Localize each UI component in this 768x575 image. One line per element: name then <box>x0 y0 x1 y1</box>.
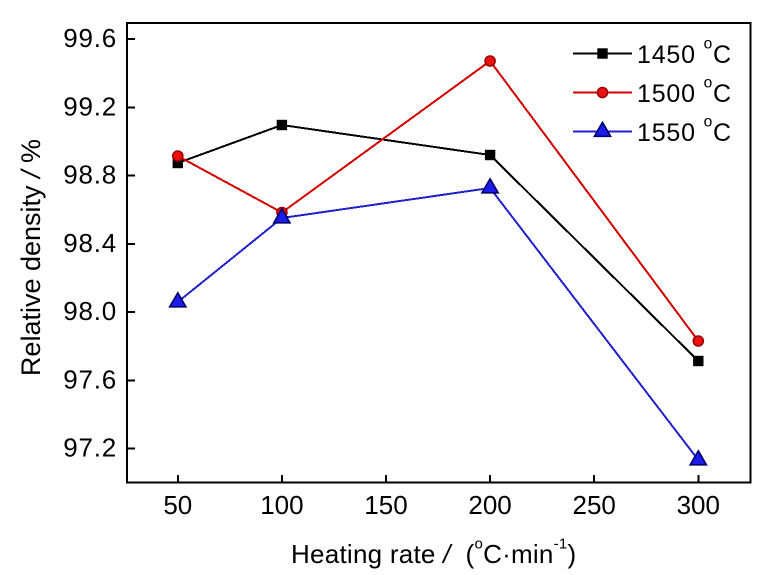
svg-text:200: 200 <box>468 490 511 520</box>
svg-text:150: 150 <box>364 490 407 520</box>
svg-text:1550 oC: 1550 oC <box>637 114 732 147</box>
svg-text:98.0: 98.0 <box>63 296 117 326</box>
svg-text:Relative density / %: Relative density / % <box>16 139 46 376</box>
svg-text:100: 100 <box>260 490 303 520</box>
svg-text:99.2: 99.2 <box>63 91 117 121</box>
svg-text:250: 250 <box>573 490 616 520</box>
svg-text:50: 50 <box>163 490 192 520</box>
svg-text:98.4: 98.4 <box>63 228 117 258</box>
svg-text:99.6: 99.6 <box>63 23 117 53</box>
svg-text:1500 oC: 1500 oC <box>637 75 732 108</box>
svg-text:300: 300 <box>677 490 720 520</box>
svg-text:98.8: 98.8 <box>63 160 117 190</box>
svg-text:97.6: 97.6 <box>63 364 117 394</box>
svg-text:97.2: 97.2 <box>63 433 117 463</box>
svg-text:1450 oC: 1450 oC <box>637 36 732 69</box>
svg-text:Heating rate / (oC·min-1): Heating rate / (oC·min-1) <box>291 536 576 570</box>
